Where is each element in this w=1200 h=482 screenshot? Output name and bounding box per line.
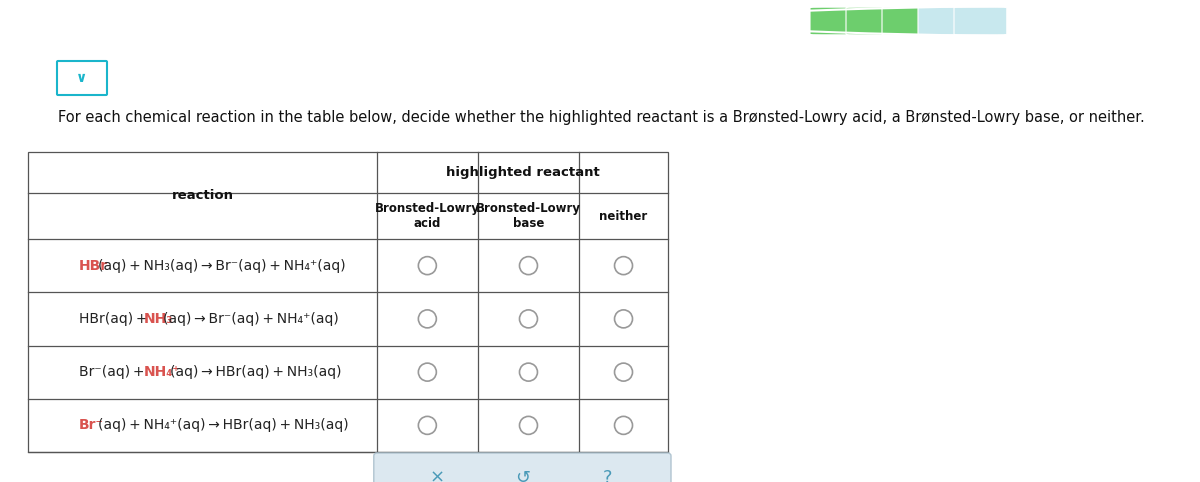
Text: ∨: ∨: [77, 71, 88, 85]
Circle shape: [419, 363, 437, 381]
Text: (aq) + NH₄⁺(aq) → HBr(aq) + NH₃(aq): (aq) + NH₄⁺(aq) → HBr(aq) + NH₃(aq): [98, 418, 349, 432]
FancyBboxPatch shape: [846, 7, 899, 35]
Text: (aq) → HBr(aq) + NH₃(aq): (aq) → HBr(aq) + NH₃(aq): [170, 365, 341, 379]
Circle shape: [520, 310, 538, 328]
Circle shape: [419, 416, 437, 434]
Text: Br⁻(aq) +: Br⁻(aq) +: [79, 365, 148, 379]
Circle shape: [520, 256, 538, 275]
FancyBboxPatch shape: [954, 7, 1007, 35]
Circle shape: [520, 416, 538, 434]
Text: (aq) + NH₃(aq) → Br⁻(aq) + NH₄⁺(aq): (aq) + NH₃(aq) → Br⁻(aq) + NH₄⁺(aq): [98, 259, 346, 273]
FancyBboxPatch shape: [58, 61, 107, 95]
Text: ×: ×: [430, 469, 445, 482]
Text: Bronsted-Lowry
acid: Bronsted-Lowry acid: [374, 202, 480, 230]
Circle shape: [614, 416, 632, 434]
Circle shape: [614, 256, 632, 275]
Circle shape: [614, 310, 632, 328]
Circle shape: [520, 363, 538, 381]
Text: NH₃: NH₃: [144, 312, 173, 326]
Text: Te: Te: [1152, 16, 1164, 26]
Text: NH₄⁺: NH₄⁺: [144, 365, 180, 379]
FancyBboxPatch shape: [882, 7, 935, 35]
Text: Bronsted-Lowry
base: Bronsted-Lowry base: [476, 202, 581, 230]
Text: reaction: reaction: [172, 189, 233, 202]
Text: ↺: ↺: [515, 469, 530, 482]
Text: highlighted reactant: highlighted reactant: [445, 166, 599, 179]
FancyBboxPatch shape: [918, 7, 971, 35]
Circle shape: [419, 256, 437, 275]
FancyBboxPatch shape: [810, 7, 863, 35]
Circle shape: [614, 363, 632, 381]
Text: neither: neither: [599, 210, 648, 223]
Text: For each chemical reaction in the table below, decide whether the highlighted re: For each chemical reaction in the table …: [58, 110, 1145, 125]
Text: HBr(aq) +: HBr(aq) +: [79, 312, 150, 326]
Text: ?: ?: [602, 469, 612, 482]
FancyBboxPatch shape: [374, 453, 671, 482]
Text: HBr: HBr: [79, 259, 108, 273]
Text: (aq) → Br⁻(aq) + NH₄⁺(aq): (aq) → Br⁻(aq) + NH₄⁺(aq): [163, 312, 340, 326]
Circle shape: [419, 310, 437, 328]
Text: Br⁻: Br⁻: [79, 418, 103, 432]
Bar: [28, 152, 668, 452]
Text: Identifying Bronsted-Lowry acids and bases: Identifying Bronsted-Lowry acids and bas…: [58, 13, 455, 28]
